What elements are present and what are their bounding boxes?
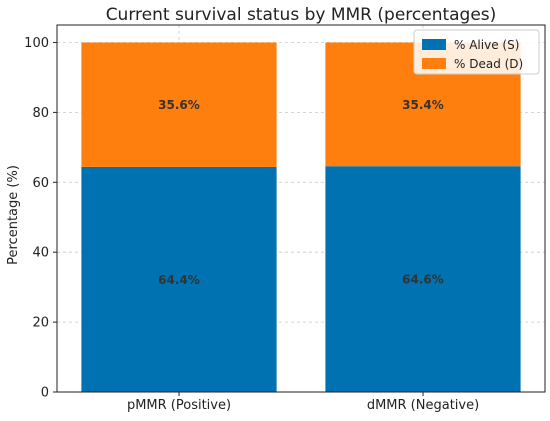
bar-segment [81,42,277,167]
bar-segment [81,166,277,392]
data-labels-layer: 64.4% 35.6% 64.6% 35.4% [158,98,444,287]
bar-value-label: 35.6% [158,98,200,112]
x-tick-label: dMMR (Negative) [367,398,479,413]
y-tick-label: 60 [32,176,49,191]
y-tick-label: 40 [32,246,49,261]
legend-label: % Alive (S) [454,38,519,52]
y-axis-label: Percentage (%) [6,165,21,265]
bar-segment [325,166,521,392]
x-tick-label: pMMR (Positive) [127,398,231,413]
plot-frame [56,24,546,393]
legend: % Alive (S) % Dead (D) [413,29,540,75]
bar-value-label: 64.6% [402,273,444,287]
bar-value-label: 35.4% [402,98,444,112]
axes-layer: 0 20 40 60 80 100 pMMR (Positive) dMMR (Negativ… [24,24,546,413]
legend-swatch [422,58,446,69]
bar-value-label: 64.4% [158,273,200,287]
y-tick-label: 80 [32,106,49,121]
legend-swatch [422,39,446,50]
legend-label: % Dead (D) [454,57,523,71]
y-tick-label: 0 [41,386,49,401]
y-tick-label: 20 [32,316,49,331]
chart-title: Current survival status by MMR (percenta… [106,5,497,25]
y-tick-label: 100 [24,36,49,51]
